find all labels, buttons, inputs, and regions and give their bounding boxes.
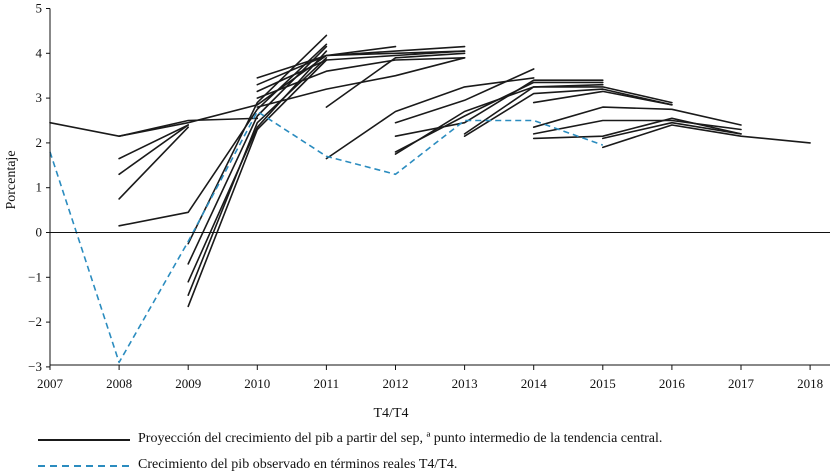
x-tick-label: 2007 [37, 376, 64, 391]
projection-line [394, 81, 604, 153]
projection-line [118, 126, 189, 200]
projection-line [463, 86, 673, 135]
y-tick-label: 1 [36, 180, 43, 195]
axes: −3 −2 −1 0 1 2 3 4 5 2007 2008 2009 2010 2011 2012 2013… [28, 1, 830, 391]
y-tick-label: −1 [28, 269, 42, 284]
projection-lines [49, 34, 811, 308]
projection-line [256, 50, 466, 86]
y-tick-label: 0 [36, 225, 43, 240]
projection-line [463, 88, 673, 137]
projection-line [325, 52, 466, 108]
y-tick-label: 4 [36, 45, 43, 60]
y-tick-label: 2 [36, 135, 43, 150]
projection-line [532, 117, 742, 140]
projection-line [532, 119, 742, 135]
legend-swatch-solid [38, 439, 130, 441]
projection-line [118, 43, 328, 227]
legend-item-projection: Proyección del crecimiento del pib a par… [38, 430, 828, 448]
projection-line [118, 124, 189, 176]
x-tick-label: 2014 [521, 376, 548, 391]
x-tick-label: 2016 [659, 376, 686, 391]
x-axis-title: T4/T4 [374, 406, 409, 421]
projection-line [256, 50, 466, 93]
x-tick-label: 2015 [590, 376, 616, 391]
legend-swatch-dashed [38, 465, 130, 467]
y-tick-label: −3 [28, 359, 42, 374]
y-tick-label: 5 [36, 1, 43, 16]
projection-line [187, 59, 328, 308]
projection-line [601, 124, 811, 149]
projection-line [394, 83, 604, 155]
projection-line [118, 124, 189, 160]
projection-line [187, 50, 328, 283]
projection-line [49, 117, 259, 137]
x-tick-label: 2013 [452, 376, 478, 391]
observed-line [49, 110, 604, 364]
projection-line [532, 90, 673, 106]
x-tick-label: 2012 [383, 376, 409, 391]
projection-line [187, 56, 328, 297]
projection-line [256, 45, 466, 79]
x-tick-label: 2009 [175, 376, 201, 391]
x-tick-label: 2011 [314, 376, 340, 391]
x-tick-label: 2008 [106, 376, 132, 391]
projection-line [394, 79, 604, 137]
projection-line [118, 45, 397, 137]
x-tick-label: 2010 [244, 376, 270, 391]
y-tick-label: 3 [36, 90, 43, 105]
x-tick-label: 2017 [728, 376, 755, 391]
legend-label-observed: Crecimiento del pib observado en término… [138, 457, 458, 472]
legend-item-observed: Crecimiento del pib observado en término… [38, 456, 828, 474]
projection-line [532, 106, 742, 128]
observed-line-group [49, 110, 604, 364]
x-tick-label: 2018 [797, 376, 823, 391]
projection-line [325, 77, 535, 160]
y-axis-title: Porcentaje [4, 150, 19, 209]
projection-line [601, 121, 742, 140]
legend-label-projection: Proyección del crecimiento del pib a par… [138, 431, 663, 446]
projection-line [394, 68, 535, 124]
projection-line [256, 56, 466, 99]
y-tick-label: −2 [28, 314, 42, 329]
